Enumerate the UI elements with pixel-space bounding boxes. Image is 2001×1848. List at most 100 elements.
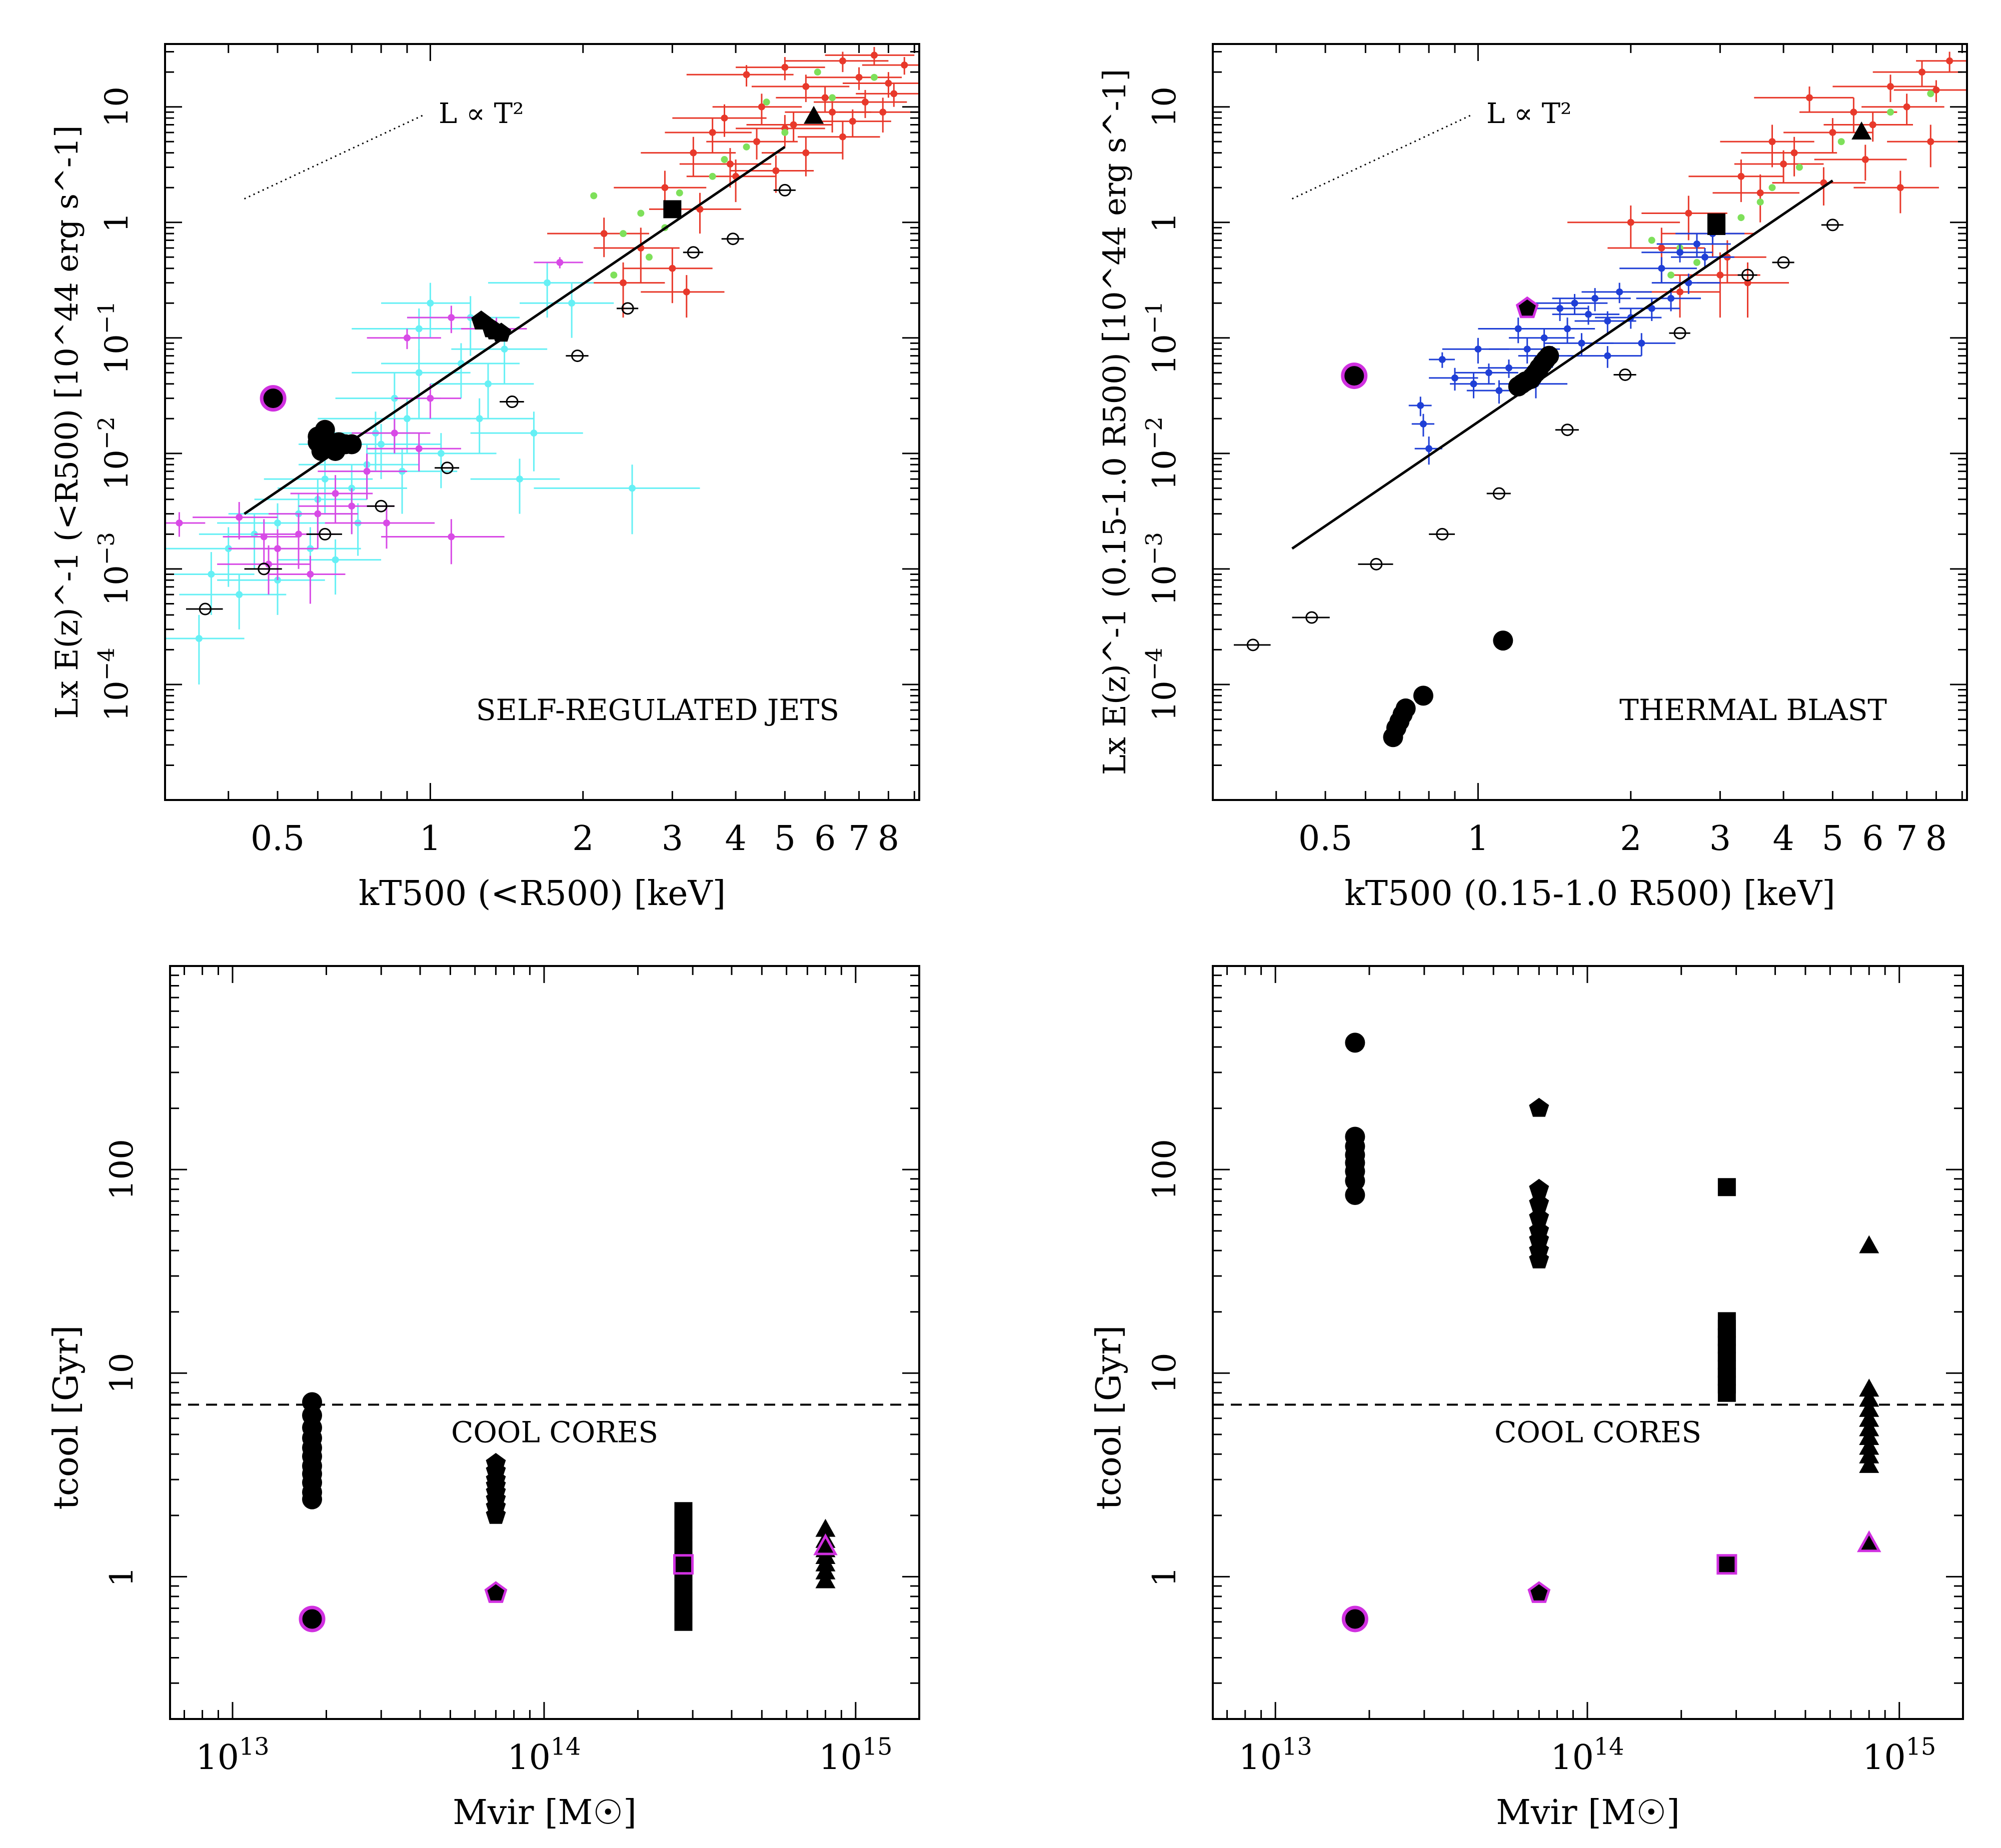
- data-point: [1946, 57, 1953, 64]
- data-point: [1627, 218, 1634, 226]
- data-point: [763, 98, 770, 106]
- data-point: [709, 172, 716, 180]
- data-point: [195, 635, 203, 642]
- data-point: [260, 533, 268, 540]
- data-point: [855, 74, 863, 81]
- marker-big-circle-pink: [1341, 1606, 1368, 1632]
- marker-open-circle: [1741, 268, 1754, 282]
- data-point: [208, 570, 215, 578]
- y-tick-label: 1: [1146, 212, 1183, 232]
- y-tick-text: 1: [1146, 212, 1183, 232]
- data-point: [530, 430, 538, 437]
- x-tick-label: 7: [1896, 819, 1917, 858]
- data-point: [1485, 369, 1492, 376]
- y-tick-label: 10: [1146, 86, 1183, 127]
- data-point: [1886, 83, 1894, 90]
- data-point: [1676, 288, 1684, 296]
- data-point: [620, 279, 627, 286]
- marker-open-circle: [1246, 638, 1259, 652]
- marker-square: [674, 1502, 693, 1520]
- plot-area: [1233, 52, 1967, 748]
- plot-frame: [164, 43, 920, 801]
- y-tick-label: 10−2: [1141, 416, 1183, 490]
- marker-open-circle: [1777, 256, 1790, 269]
- y-tick-text: 100: [1146, 1139, 1183, 1200]
- marker-filled-circle: [1345, 1032, 1365, 1053]
- marker-square-pink: [1716, 1554, 1737, 1575]
- data-point: [1756, 198, 1764, 206]
- data-point: [348, 502, 356, 510]
- x-tick-label: 2: [1620, 819, 1641, 858]
- data-point: [1638, 340, 1645, 347]
- marker-open-circle: [571, 350, 584, 362]
- data-point: [1584, 310, 1592, 318]
- marker-triangle: [815, 1518, 836, 1537]
- x-tick-label: 6: [814, 819, 836, 858]
- marker-square: [1717, 1312, 1736, 1330]
- y-tick-label: 1: [104, 1566, 141, 1587]
- data-point: [839, 133, 846, 140]
- data-point: [683, 288, 690, 296]
- y-tick-text: 1: [104, 1566, 141, 1587]
- y-tick-label: 10−1: [1141, 301, 1183, 374]
- marker-triangle: [1859, 1454, 1879, 1473]
- y-tick-label: 10−4: [1141, 648, 1183, 721]
- data-point: [516, 476, 524, 483]
- reference-line: [244, 114, 424, 200]
- data-point: [1648, 236, 1655, 244]
- marker-big-circle-pink: [299, 1606, 326, 1632]
- data-point: [758, 103, 765, 110]
- data-point: [1474, 346, 1482, 353]
- data-point: [501, 346, 508, 353]
- data-point: [1780, 160, 1787, 168]
- data-point: [661, 184, 669, 192]
- marker-square: [663, 200, 682, 218]
- data-point: [790, 121, 797, 128]
- marker-open-circle: [687, 246, 700, 259]
- data-point: [1918, 68, 1926, 76]
- y-tick-label: 100: [1146, 1139, 1183, 1200]
- data-point: [772, 167, 780, 174]
- y-tick-label: 10: [99, 86, 136, 127]
- y-tick-label: 10: [104, 1353, 141, 1394]
- marker-filled-circle: [325, 440, 346, 461]
- data-point: [378, 440, 385, 448]
- data-point: [1795, 164, 1803, 171]
- x-tick-label: 3: [1709, 819, 1731, 858]
- marker-open-circle: [199, 602, 212, 616]
- marker-triangle: [1859, 1418, 1879, 1436]
- marker-pentagon-pink: [1527, 1581, 1551, 1603]
- y-tick-text: 10: [1146, 86, 1183, 127]
- data-point: [1716, 272, 1724, 279]
- marker-filled-circle: [1345, 1126, 1365, 1147]
- marker-triangle: [1859, 1408, 1879, 1427]
- data-point: [427, 394, 434, 402]
- data-point: [1693, 240, 1700, 248]
- x-tick-label: 1: [420, 819, 441, 858]
- data-point: [721, 114, 728, 122]
- data-point: [1417, 402, 1424, 409]
- data-point: [1869, 121, 1876, 128]
- x-tick-label: 0.5: [251, 819, 305, 858]
- marker-triangle-pink: [1856, 1530, 1881, 1552]
- y-tick-label: 10−1: [93, 301, 136, 374]
- x-tick-label: 1: [1467, 819, 1489, 858]
- x-tick-label: 8: [1925, 819, 1947, 858]
- data-point: [781, 64, 789, 71]
- data-point: [1495, 387, 1503, 394]
- y-axis-label: tcool [Gyr]: [1089, 1326, 1129, 1510]
- panel-annotation: SELF-REGULATED JETS: [476, 693, 839, 727]
- y-tick-label: 10−3: [1141, 532, 1183, 606]
- data-point: [781, 128, 789, 136]
- marker-pentagon: [486, 1452, 506, 1472]
- data-point: [1756, 189, 1764, 196]
- data-point: [1648, 304, 1655, 312]
- marker-open-circle: [778, 184, 791, 196]
- marker-filled-circle: [1539, 346, 1559, 366]
- y-tick-text: 10: [1146, 1353, 1183, 1394]
- marker-triangle: [1859, 1378, 1879, 1397]
- cool-cores-label: COOL CORES: [1494, 1415, 1701, 1449]
- data-point: [1540, 334, 1548, 342]
- reference-label: L ∝ T²: [1486, 98, 1572, 130]
- data-point: [669, 264, 676, 272]
